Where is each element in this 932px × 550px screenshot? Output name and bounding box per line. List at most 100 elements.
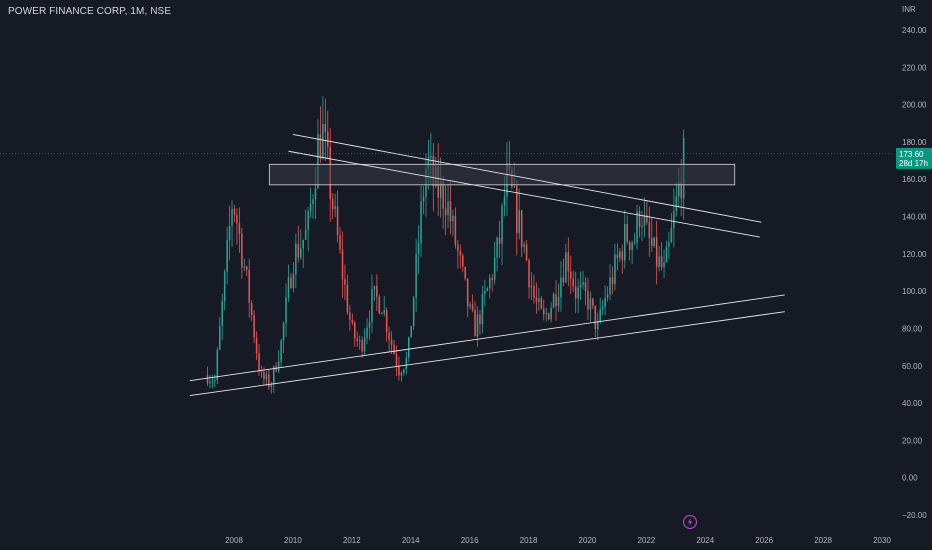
candle-down xyxy=(442,181,444,209)
candle-up xyxy=(371,288,373,323)
time-tick-label: 2020 xyxy=(579,536,597,545)
candle-down xyxy=(459,250,462,256)
candle-up xyxy=(430,155,432,158)
candle-down xyxy=(388,332,390,340)
candle-down xyxy=(241,233,243,268)
price-tick-label: 160.00 xyxy=(902,175,927,184)
candle-up xyxy=(550,307,552,320)
candle-up xyxy=(447,201,449,216)
price-tick-label: 80.00 xyxy=(902,324,923,333)
candle-up xyxy=(604,297,606,307)
time-tick-label: 2018 xyxy=(520,536,538,545)
candle-up xyxy=(452,215,454,222)
candle-down xyxy=(260,371,263,373)
last-price-label: 173.60 xyxy=(899,150,924,159)
candle-up xyxy=(675,196,678,212)
candle-up xyxy=(476,314,479,337)
candle-down xyxy=(449,201,452,222)
candle-up xyxy=(383,310,385,314)
candle-down xyxy=(290,277,292,288)
candle-down xyxy=(466,278,469,307)
candle-up xyxy=(231,208,233,227)
candle-up xyxy=(216,349,219,381)
candle-up xyxy=(412,297,415,326)
candle-down xyxy=(594,305,597,329)
candle-up xyxy=(545,313,547,315)
candle-down xyxy=(462,255,464,267)
candle-down xyxy=(638,211,641,228)
candle-up xyxy=(295,243,297,275)
chart-title: POWER FINANCE CORP, 1M, NSE xyxy=(8,6,172,17)
price-tick-label: 40.00 xyxy=(902,399,923,408)
candle-down xyxy=(354,322,356,339)
candle-up xyxy=(658,256,660,267)
candle-down xyxy=(327,131,329,148)
candle-up xyxy=(221,301,223,327)
candle-down xyxy=(570,271,572,279)
candle-up xyxy=(599,309,601,322)
price-axis[interactable]: INR 240.00 220.00 200.00 180.00 160.00 140.00 1… xyxy=(902,5,927,520)
candle-up xyxy=(469,304,471,307)
candle-down xyxy=(680,182,682,199)
candle-up xyxy=(427,157,430,170)
candle-down xyxy=(567,252,570,272)
candle-up xyxy=(486,288,489,291)
candle-up xyxy=(601,306,604,310)
candle-down xyxy=(263,371,265,380)
last-price-badge-box xyxy=(896,147,932,169)
candle-up xyxy=(309,204,312,212)
time-tick-label: 2008 xyxy=(225,536,243,545)
lightning-bolt-icon[interactable] xyxy=(682,514,698,530)
candle-up xyxy=(665,246,668,263)
time-tick-label: 2012 xyxy=(343,536,361,545)
candle-down xyxy=(655,237,658,267)
time-tick-label: 2024 xyxy=(696,536,714,545)
candle-down xyxy=(587,291,589,310)
candle-down xyxy=(351,319,354,323)
candle-down xyxy=(543,308,545,315)
candle-down xyxy=(236,215,238,224)
candle-down xyxy=(385,310,388,333)
candle-down xyxy=(297,243,300,258)
candle-up xyxy=(314,188,317,200)
candle-up xyxy=(415,253,417,298)
candle-down xyxy=(528,260,530,288)
candle-down xyxy=(498,237,501,244)
candle-up xyxy=(606,294,609,298)
candle-down xyxy=(457,244,459,251)
candle-down xyxy=(341,249,344,280)
ascending-trendline[interactable] xyxy=(189,311,785,397)
candle-up xyxy=(366,327,368,338)
ascending-trendline[interactable] xyxy=(189,294,785,382)
candle-up xyxy=(619,251,621,259)
candle-down xyxy=(253,315,255,338)
candle-up xyxy=(228,226,231,241)
candle-down xyxy=(349,312,351,320)
candle-up xyxy=(400,373,403,376)
candle-down xyxy=(258,353,260,372)
candle-down xyxy=(390,339,393,345)
resistance-zone[interactable] xyxy=(268,163,736,186)
candle-up xyxy=(678,182,680,197)
candle-up xyxy=(589,298,592,310)
candle-down xyxy=(474,309,476,337)
price-tick-label: 60.00 xyxy=(902,362,923,371)
descending-trendline[interactable] xyxy=(292,134,762,223)
candle-up xyxy=(285,297,287,324)
candle-down xyxy=(319,134,322,159)
candle-up xyxy=(577,287,579,299)
candle-down xyxy=(574,286,577,299)
candle-down xyxy=(535,297,538,302)
candle-up xyxy=(624,223,626,261)
time-tick-label: 2016 xyxy=(461,536,479,545)
candle-up xyxy=(579,284,582,288)
candle-down xyxy=(344,279,346,285)
time-tick-label: 2026 xyxy=(755,536,773,545)
descending-trendline[interactable] xyxy=(288,150,760,238)
candle-up xyxy=(530,286,533,288)
candle-up xyxy=(503,196,506,206)
candle-down xyxy=(651,237,653,246)
time-axis[interactable]: 2008 2010 2012 2014 2016 2018 2020 2022 2024 2026… xyxy=(225,536,891,545)
candle-down xyxy=(336,206,339,236)
